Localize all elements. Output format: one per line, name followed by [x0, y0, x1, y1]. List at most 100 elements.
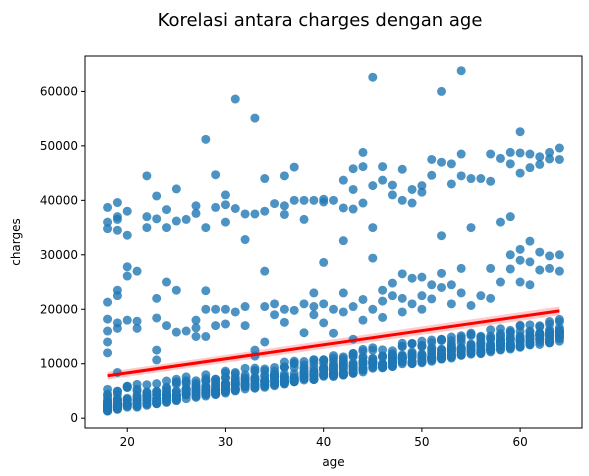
data-point — [378, 296, 388, 306]
data-point — [250, 113, 260, 123]
data-point — [112, 323, 122, 333]
data-point — [505, 159, 515, 169]
data-point — [132, 379, 142, 389]
data-point — [397, 307, 407, 317]
plot-frame — [84, 55, 583, 429]
data-point — [525, 236, 535, 246]
data-point — [201, 223, 211, 233]
data-point — [505, 212, 515, 222]
data-point — [456, 288, 466, 298]
data-point — [495, 277, 505, 287]
data-point — [535, 329, 545, 339]
data-point — [122, 271, 132, 281]
data-point — [152, 355, 162, 365]
data-point — [309, 288, 319, 298]
data-point — [515, 277, 525, 287]
data-point — [260, 302, 270, 312]
x-tick-label: 20 — [120, 435, 135, 449]
data-point — [554, 143, 564, 153]
data-point — [358, 147, 368, 157]
data-point — [358, 162, 368, 172]
data-point — [407, 273, 417, 283]
data-point — [329, 328, 338, 338]
data-point — [211, 170, 221, 180]
data-point — [220, 319, 230, 329]
data-point — [466, 300, 476, 310]
data-point — [162, 376, 172, 386]
data-point — [446, 159, 456, 169]
x-axis-label: age — [322, 455, 344, 469]
x-tick-label: 60 — [512, 435, 527, 449]
data-point — [486, 149, 496, 159]
data-point — [505, 147, 515, 157]
data-point — [545, 154, 555, 164]
data-point — [152, 379, 162, 389]
data-point — [132, 390, 142, 400]
data-point — [142, 389, 152, 399]
data-point — [358, 352, 368, 362]
data-point — [220, 190, 230, 200]
data-point — [407, 339, 417, 349]
data-point — [535, 247, 545, 257]
data-point — [338, 307, 348, 317]
data-point — [407, 198, 417, 208]
data-point — [397, 164, 407, 174]
data-point — [515, 337, 525, 347]
data-point — [387, 278, 397, 288]
data-point — [260, 364, 270, 374]
data-point — [250, 380, 260, 390]
data-point — [103, 348, 113, 358]
data-point — [417, 272, 427, 282]
data-point — [299, 360, 309, 370]
data-point — [191, 201, 201, 211]
data-point — [279, 304, 289, 314]
data-point — [191, 315, 201, 325]
data-point — [299, 299, 309, 309]
data-point — [191, 208, 201, 218]
data-point — [348, 204, 358, 214]
data-point — [211, 321, 221, 331]
data-point — [152, 214, 162, 224]
data-point — [279, 357, 289, 367]
data-point — [338, 203, 348, 213]
data-point — [486, 345, 496, 355]
data-point — [270, 381, 280, 391]
y-tick-label: 60000 — [40, 84, 78, 98]
chart-title: Korelasi antara charges dengan age — [158, 10, 483, 31]
data-point — [397, 195, 407, 205]
data-point — [181, 394, 191, 404]
data-point — [378, 351, 388, 361]
data-point — [525, 320, 535, 330]
data-point — [171, 377, 181, 387]
data-point — [309, 195, 319, 205]
data-point — [260, 266, 270, 276]
x-tick-label: 40 — [316, 435, 331, 449]
data-point — [112, 404, 122, 414]
data-point — [112, 386, 122, 396]
data-point — [486, 293, 496, 303]
data-point — [162, 223, 172, 233]
regression-line — [107, 309, 560, 378]
data-point — [152, 191, 162, 201]
data-point — [378, 312, 388, 322]
data-point — [348, 302, 358, 312]
data-point — [112, 225, 122, 235]
data-point — [505, 331, 515, 341]
data-point — [270, 362, 280, 372]
data-point — [466, 174, 476, 184]
data-point — [171, 395, 181, 405]
data-point — [309, 374, 319, 384]
data-point — [132, 266, 142, 276]
data-point — [407, 347, 417, 357]
data-point — [279, 317, 289, 327]
data-point — [240, 209, 250, 219]
data-point — [181, 379, 191, 389]
data-point — [407, 184, 417, 194]
data-point — [240, 381, 250, 391]
data-point — [103, 389, 113, 399]
data-point — [456, 263, 466, 273]
data-point — [515, 244, 525, 254]
data-point — [230, 367, 240, 377]
data-point — [505, 250, 515, 260]
data-point — [368, 223, 378, 233]
